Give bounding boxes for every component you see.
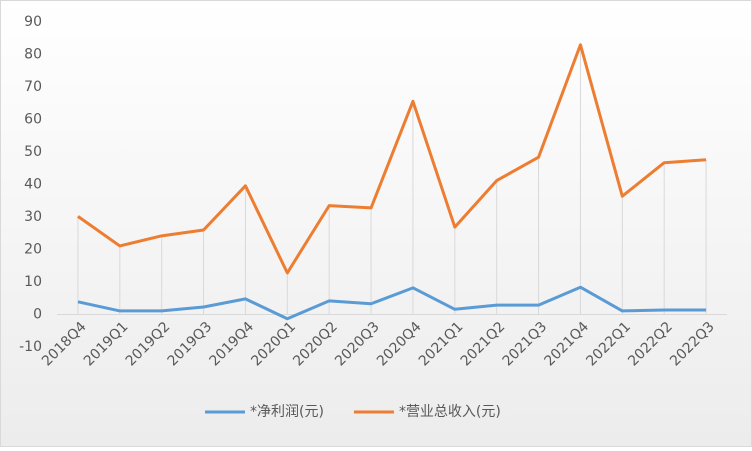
y-tick-label: 90	[24, 14, 42, 30]
y-tick-label: 40	[24, 177, 42, 193]
series-line	[77, 43, 707, 275]
y-tick-label: 30	[24, 209, 42, 225]
y-tick-label: -10	[19, 339, 42, 355]
y-tick-label: 10	[24, 274, 42, 290]
legend-label: *净利润(元)	[250, 404, 324, 420]
series-line	[77, 285, 707, 321]
y-tick-label: 70	[24, 79, 42, 95]
y-tick-label: 50	[24, 144, 42, 160]
y-tick-label: 80	[24, 47, 42, 63]
y-tick-label: 60	[24, 112, 42, 128]
y-tick-label: 0	[33, 307, 42, 323]
legend-label: *营业总收入(元)	[399, 404, 501, 420]
y-tick-label: 20	[24, 242, 42, 258]
